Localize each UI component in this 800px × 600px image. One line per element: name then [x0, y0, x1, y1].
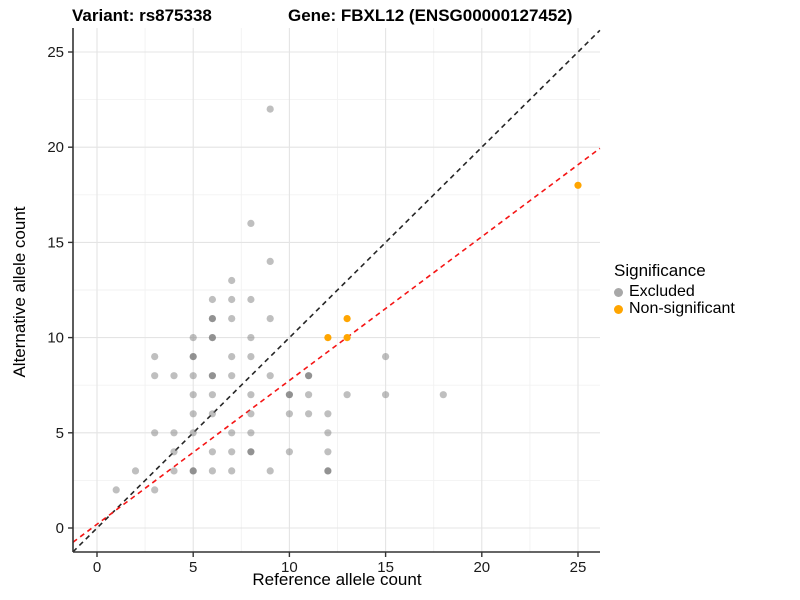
legend-item-label: Non-significant — [629, 300, 735, 317]
point-Excluded — [189, 410, 197, 418]
y-tick-label: 20 — [47, 139, 64, 156]
legend-title: Significance — [614, 261, 706, 280]
point-Non-significant — [343, 315, 351, 323]
gene-title: Gene: FBXL12 (ENSG00000127452) — [288, 6, 573, 25]
x-tick-label: 5 — [189, 559, 197, 576]
x-tick-label: 0 — [93, 559, 101, 576]
point-Excluded — [305, 391, 313, 399]
point-Excluded — [228, 448, 236, 456]
point-Excluded — [189, 372, 197, 380]
point-Excluded — [247, 429, 255, 437]
point-Excluded — [208, 295, 216, 304]
point-Excluded — [247, 219, 255, 227]
point-Excluded-overplotted — [208, 334, 216, 342]
point-Excluded — [382, 391, 390, 399]
y-tick-label: 10 — [47, 330, 64, 347]
point-Excluded — [189, 334, 197, 342]
point-Excluded — [285, 410, 293, 418]
point-Excluded-overplotted — [247, 448, 255, 456]
legend-item-non-significant: Non-significant — [614, 301, 735, 317]
point-Excluded-overplotted — [189, 467, 197, 475]
point-Excluded — [266, 105, 274, 113]
point-Excluded — [305, 410, 313, 418]
point-Excluded — [247, 353, 255, 361]
point-Excluded — [131, 467, 140, 475]
y-tick-label: 25 — [47, 44, 64, 61]
expected-ratio-line — [72, 147, 601, 543]
y-tick-label: 0 — [56, 520, 64, 537]
excluded-dot-icon — [614, 287, 623, 297]
y-tick-label: 15 — [47, 234, 64, 251]
non-significant-dot-icon — [614, 304, 623, 314]
legend-item-label: Excluded — [629, 283, 695, 300]
point-Excluded — [228, 353, 236, 361]
point-Excluded — [382, 353, 390, 361]
point-Excluded — [247, 391, 255, 399]
point-Excluded — [189, 429, 197, 437]
point-Excluded — [228, 429, 236, 437]
point-Excluded-overplotted — [208, 372, 216, 380]
identity-line — [72, 29, 601, 553]
point-Excluded — [151, 486, 159, 494]
point-Excluded — [247, 334, 255, 342]
point-Excluded — [324, 410, 332, 418]
point-Excluded — [208, 448, 216, 456]
point-Excluded — [324, 448, 332, 456]
point-Excluded — [343, 391, 351, 399]
point-Excluded — [228, 467, 236, 475]
point-Excluded — [228, 372, 236, 380]
point-Excluded — [324, 429, 332, 437]
point-Excluded — [151, 353, 159, 361]
point-Excluded-overplotted — [305, 372, 313, 380]
x-tick-label: 20 — [473, 559, 490, 576]
point-Excluded — [247, 295, 255, 304]
point-Excluded — [151, 429, 159, 437]
point-Excluded — [151, 372, 159, 380]
point-Excluded-overplotted — [324, 467, 332, 475]
y-axis-title: Alternative allele count — [10, 206, 29, 378]
point-Excluded-overplotted — [208, 315, 216, 323]
point-Excluded — [228, 315, 236, 323]
point-Excluded — [170, 372, 178, 380]
x-tick-label: 15 — [377, 559, 394, 576]
point-Excluded — [266, 315, 274, 323]
point-Non-significant — [343, 334, 351, 342]
point-Excluded — [170, 467, 178, 475]
point-Non-significant — [324, 334, 332, 342]
point-Excluded — [247, 410, 255, 418]
point-Excluded — [170, 429, 178, 437]
point-Excluded — [439, 391, 447, 399]
point-Excluded — [208, 467, 216, 475]
legend: Significance Excluded Non-significant — [614, 261, 735, 317]
point-Excluded — [170, 448, 178, 456]
point-Excluded-overplotted — [189, 353, 197, 361]
point-Excluded — [228, 295, 236, 304]
x-tick-label: 25 — [570, 559, 587, 576]
point-Excluded — [266, 467, 274, 475]
x-tick-label: 10 — [281, 559, 298, 576]
y-tick-label: 5 — [56, 425, 64, 442]
point-Excluded — [208, 391, 216, 399]
point-Excluded — [112, 486, 120, 494]
point-Excluded — [208, 410, 216, 418]
point-Excluded — [266, 372, 274, 380]
point-Non-significant — [574, 181, 582, 189]
legend-item-excluded: Excluded — [614, 284, 735, 300]
point-Excluded — [285, 448, 293, 456]
point-Excluded — [228, 276, 236, 285]
point-Excluded — [266, 257, 274, 265]
x-axis-title: Reference allele count — [252, 570, 422, 589]
point-Excluded-overplotted — [285, 391, 293, 399]
variant-title: Variant: rs875338 — [72, 6, 212, 25]
point-Excluded — [189, 391, 197, 399]
